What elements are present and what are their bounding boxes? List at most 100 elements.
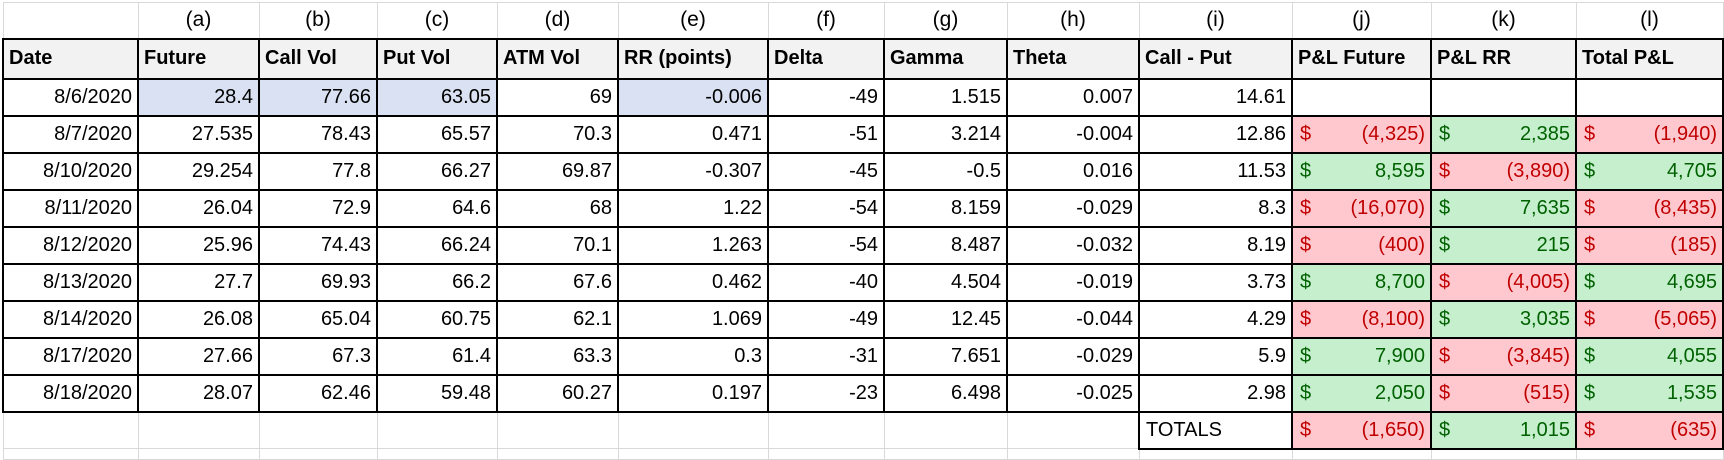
cell-call-put[interactable]: 5.9 — [1138, 336, 1293, 376]
cell-total-pnl[interactable]: $ (635) — [1575, 410, 1724, 450]
cell-pnl-future[interactable]: $8,700 — [1291, 262, 1432, 302]
cell-delta[interactable]: -49 — [767, 77, 885, 117]
cell-call-put[interactable]: 14.61 — [1138, 77, 1293, 117]
cell-put-vol[interactable]: 59.48 — [376, 373, 498, 413]
cell-rr-points[interactable]: 1.069 — [617, 299, 769, 339]
cell-pnl-rr[interactable]: $ (515) — [1430, 373, 1577, 413]
header-date[interactable]: Date — [2, 37, 139, 80]
cell-pnl-future[interactable]: $7,900 — [1291, 336, 1432, 376]
header-gamma[interactable]: Gamma — [883, 37, 1008, 80]
cell-call-vol[interactable]: 74.43 — [258, 225, 378, 265]
cell-total-pnl[interactable]: $1,535 — [1575, 373, 1724, 413]
cell-gamma[interactable]: 4.504 — [883, 262, 1008, 302]
cell-date[interactable]: 8/10/2020 — [2, 151, 139, 191]
cell-pnl-rr[interactable]: $215 — [1430, 225, 1577, 265]
cell-put-vol[interactable]: 66.2 — [376, 262, 498, 302]
cell-put-vol[interactable]: 66.27 — [376, 151, 498, 191]
cell-future[interactable]: 28.07 — [137, 373, 260, 413]
cell-total-pnl[interactable]: $ (5,065) — [1575, 299, 1724, 339]
cell-rr-points[interactable]: 0.197 — [617, 373, 769, 413]
letter-call-put[interactable]: (i) — [1138, 2, 1293, 39]
letter-theta[interactable]: (h) — [1006, 2, 1140, 39]
cell-pnl-rr[interactable] — [1430, 77, 1577, 117]
cell-pnl-rr[interactable]: $ (3,845) — [1430, 336, 1577, 376]
cell-date[interactable]: 8/6/2020 — [2, 77, 139, 117]
cell-date[interactable]: 8/14/2020 — [2, 299, 139, 339]
cell-pnl-future[interactable]: $ (400) — [1291, 225, 1432, 265]
cell-delta[interactable]: -54 — [767, 225, 885, 265]
cell-pnl-rr[interactable]: $7,635 — [1430, 188, 1577, 228]
cell-total-pnl[interactable]: $4,705 — [1575, 151, 1724, 191]
cell-gamma[interactable]: 8.159 — [883, 188, 1008, 228]
cell-call-put[interactable]: 11.53 — [1138, 151, 1293, 191]
cell-put-vol[interactable]: 60.75 — [376, 299, 498, 339]
cell-theta[interactable]: -0.029 — [1006, 188, 1140, 228]
cell-date[interactable]: 8/18/2020 — [2, 373, 139, 413]
cell-gamma[interactable]: 7.651 — [883, 336, 1008, 376]
cell-date[interactable]: 8/17/2020 — [2, 336, 139, 376]
header-call-put[interactable]: Call - Put — [1138, 37, 1293, 80]
cell-future[interactable]: 26.04 — [137, 188, 260, 228]
cell-rr-points[interactable]: -0.307 — [617, 151, 769, 191]
cell-call-vol[interactable] — [258, 411, 378, 449]
cell-theta[interactable]: 0.016 — [1006, 151, 1140, 191]
cell-atm-vol[interactable]: 60.27 — [496, 373, 619, 413]
cell-total-pnl[interactable] — [1575, 77, 1724, 117]
cell-atm-vol[interactable]: 70.1 — [496, 225, 619, 265]
cell-future[interactable]: 26.08 — [137, 299, 260, 339]
cell-total-pnl[interactable]: $ (1,940) — [1575, 114, 1724, 154]
cell-call-vol[interactable]: 65.04 — [258, 299, 378, 339]
cell-theta[interactable]: -0.004 — [1006, 114, 1140, 154]
cell-atm-vol[interactable]: 63.3 — [496, 336, 619, 376]
cell-pnl-future[interactable]: $ (4,325) — [1291, 114, 1432, 154]
cell-delta[interactable]: -54 — [767, 188, 885, 228]
cell-put-vol[interactable]: 65.57 — [376, 114, 498, 154]
cell-call-vol[interactable]: 72.9 — [258, 188, 378, 228]
letter-total-pnl[interactable]: (l) — [1575, 2, 1724, 39]
cell-date[interactable]: 8/13/2020 — [2, 262, 139, 302]
cell-future[interactable]: 27.535 — [137, 114, 260, 154]
cell-atm-vol[interactable] — [496, 411, 619, 449]
cell-rr-points[interactable]: 0.3 — [617, 336, 769, 376]
cell-pnl-future[interactable]: $ (16,070) — [1291, 188, 1432, 228]
cell-put-vol[interactable]: 66.24 — [376, 225, 498, 265]
cell-total-pnl[interactable]: $4,695 — [1575, 262, 1724, 302]
cell-atm-vol[interactable]: 67.6 — [496, 262, 619, 302]
cell-rr-points[interactable]: 0.462 — [617, 262, 769, 302]
cell-gamma[interactable]: 1.515 — [883, 77, 1008, 117]
cell-call-vol[interactable]: 77.66 — [258, 77, 378, 117]
cell-pnl-rr[interactable]: $1,015 — [1430, 410, 1577, 450]
letter-rr-points[interactable]: (e) — [617, 2, 769, 39]
cell-atm-vol[interactable]: 69 — [496, 77, 619, 117]
cell-call-put[interactable]: 2.98 — [1138, 373, 1293, 413]
letter-future[interactable]: (a) — [137, 2, 260, 39]
cell-theta[interactable]: -0.025 — [1006, 373, 1140, 413]
cell-atm-vol[interactable]: 69.87 — [496, 151, 619, 191]
cell-pnl-future[interactable]: $ (1,650) — [1291, 410, 1432, 450]
cell-call-put[interactable]: 12.86 — [1138, 114, 1293, 154]
cell-theta[interactable]: -0.029 — [1006, 336, 1140, 376]
cell-total-pnl[interactable]: $ (8,435) — [1575, 188, 1724, 228]
header-put-vol[interactable]: Put Vol — [376, 37, 498, 80]
cell-call-put[interactable]: 4.29 — [1138, 299, 1293, 339]
letter-gamma[interactable]: (g) — [883, 2, 1008, 39]
cell-call-put[interactable]: 3.73 — [1138, 262, 1293, 302]
cell-future[interactable] — [137, 411, 260, 449]
cell-gamma[interactable]: 12.45 — [883, 299, 1008, 339]
cell-date[interactable]: 8/11/2020 — [2, 188, 139, 228]
cell-call-vol[interactable]: 78.43 — [258, 114, 378, 154]
cell-call-put[interactable]: 8.19 — [1138, 225, 1293, 265]
cell-rr-points[interactable]: -0.006 — [617, 77, 769, 117]
cell-delta[interactable]: -45 — [767, 151, 885, 191]
cell-delta[interactable]: -51 — [767, 114, 885, 154]
cell-theta[interactable]: -0.044 — [1006, 299, 1140, 339]
cell-future[interactable]: 27.66 — [137, 336, 260, 376]
cell-theta[interactable]: 0.007 — [1006, 77, 1140, 117]
letter-put-vol[interactable]: (c) — [376, 2, 498, 39]
header-pnl-future[interactable]: P&L Future — [1291, 37, 1432, 80]
cell-future[interactable]: 28.4 — [137, 77, 260, 117]
cell-put-vol[interactable]: 64.6 — [376, 188, 498, 228]
cell-future[interactable]: 25.96 — [137, 225, 260, 265]
header-pnl-rr[interactable]: P&L RR — [1430, 37, 1577, 80]
cell-total-pnl[interactable]: $4,055 — [1575, 336, 1724, 376]
